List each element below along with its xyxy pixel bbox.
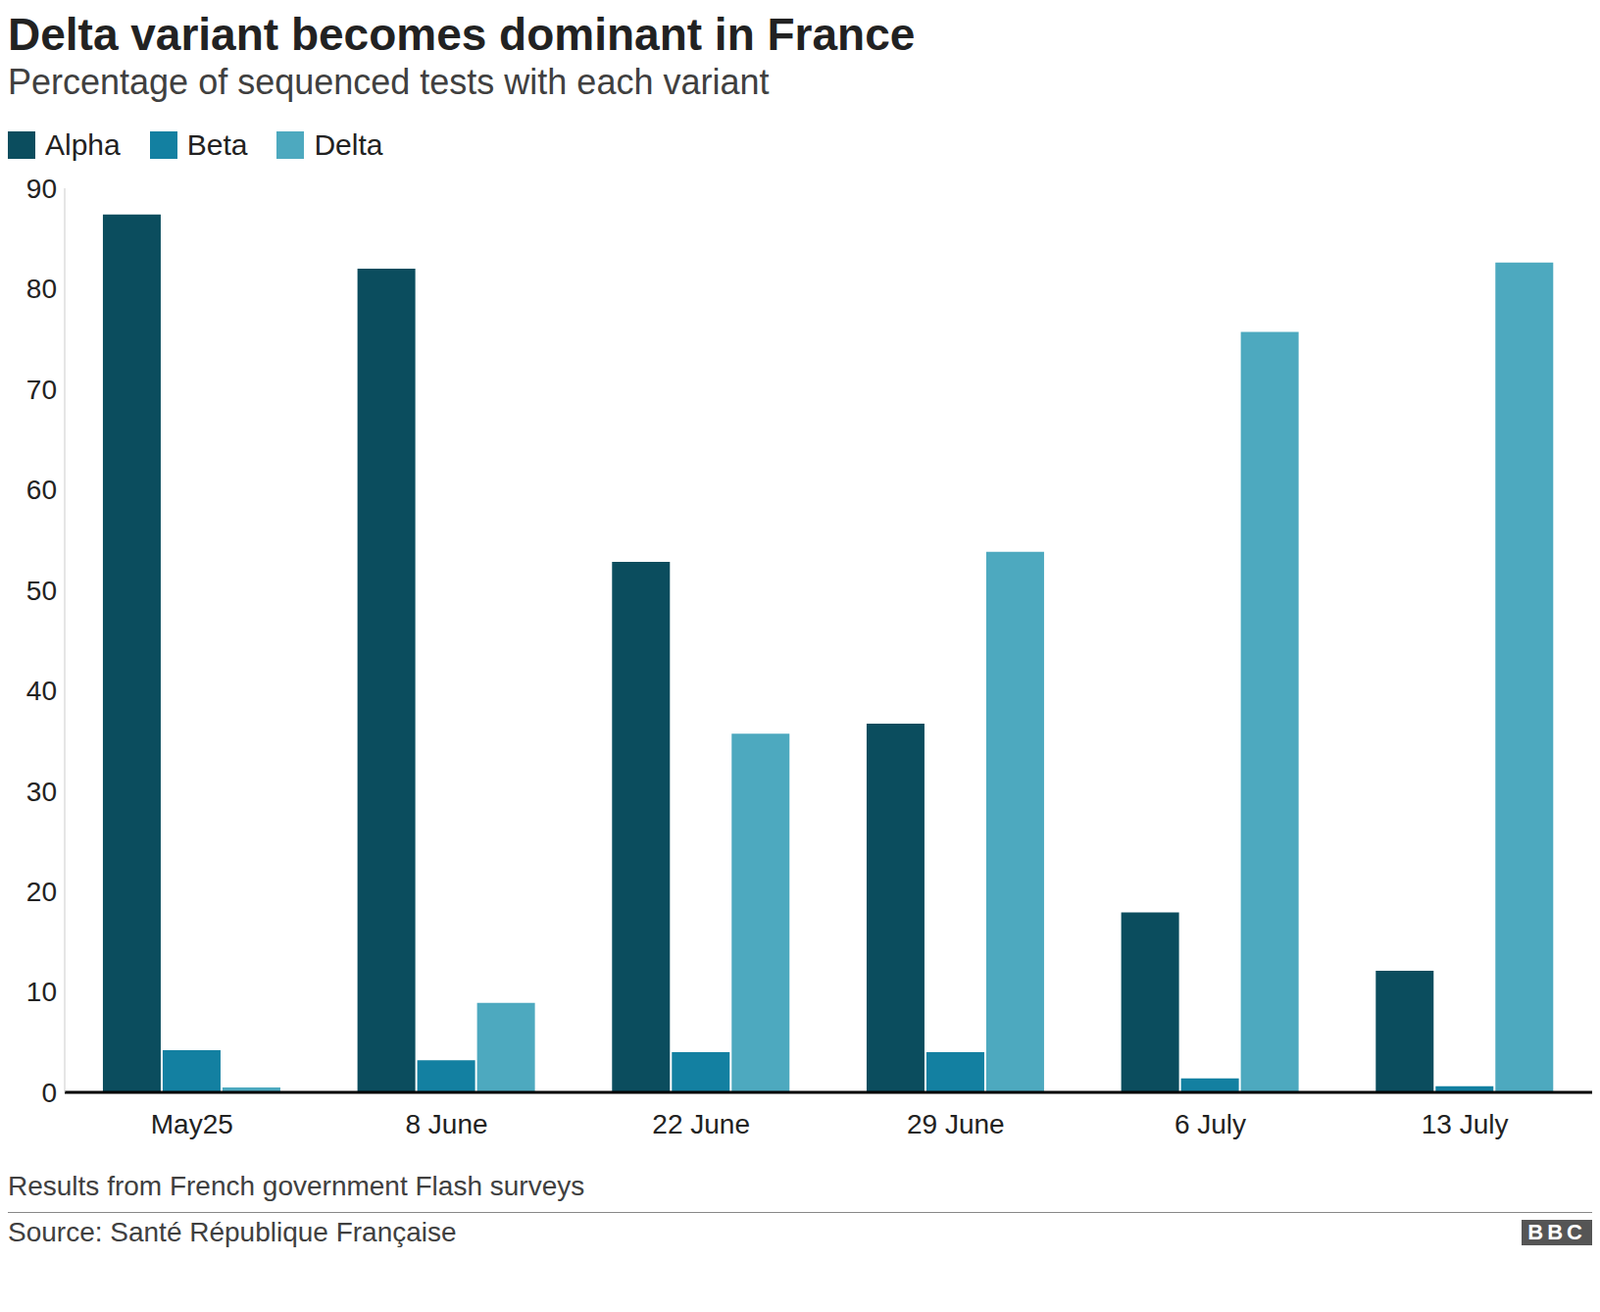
svg-text:90: 90 [26, 173, 57, 204]
svg-text:22 June: 22 June [651, 1108, 750, 1140]
svg-text:30: 30 [26, 776, 57, 807]
svg-text:60: 60 [26, 474, 57, 505]
html-text:Results from French government: Results from French government Flash sur… [7, 1170, 585, 1201]
svg-text:8 June: 8 June [404, 1108, 488, 1140]
svg-text:29 June: 29 June [906, 1108, 1005, 1140]
html-text:Percentage of sequenced tests: Percentage of sequenced tests with each … [7, 61, 770, 102]
html-text:Beta: Beta [186, 128, 248, 161]
svg-text:13 July: 13 July [1421, 1108, 1509, 1140]
html-text:Delta variant becomes dominant: Delta variant becomes dominant in France [7, 8, 916, 60]
svg-text:50: 50 [26, 575, 57, 606]
svg-text:10: 10 [26, 976, 57, 1007]
svg-text:70: 70 [26, 374, 57, 405]
svg-text:20: 20 [26, 876, 57, 907]
svg-text:May25: May25 [150, 1108, 234, 1140]
html-text:Alpha: Alpha [45, 128, 121, 161]
html-text:BBC: BBC [1527, 1219, 1587, 1245]
svg-text:40: 40 [26, 675, 57, 706]
svg-text:80: 80 [26, 273, 57, 304]
svg-text:0: 0 [41, 1077, 57, 1108]
svg-text:6 July: 6 July [1174, 1108, 1247, 1140]
html-text:Source: Santé République Franç: Source: Santé République Française [7, 1216, 457, 1248]
html-text:Delta: Delta [314, 128, 383, 161]
